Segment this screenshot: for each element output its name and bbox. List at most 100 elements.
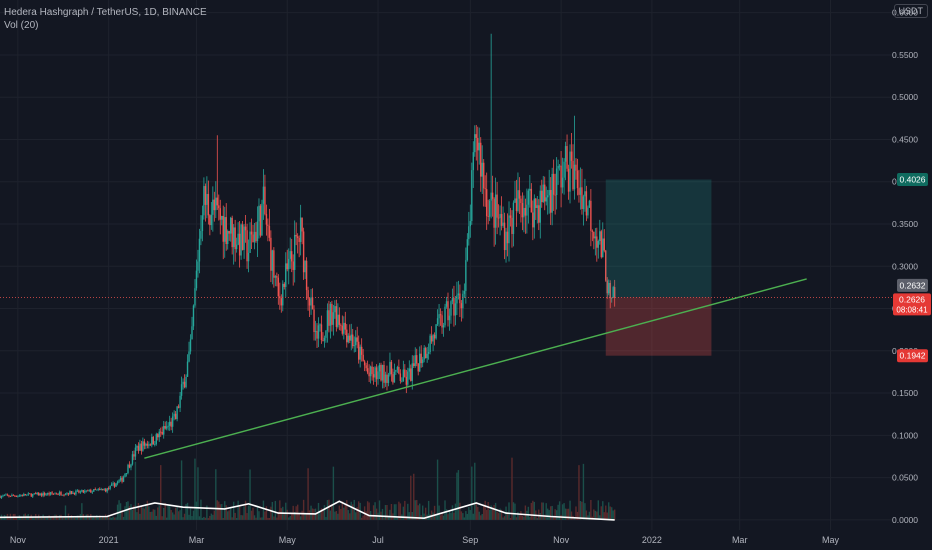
price-tick-label: 0.6000 [892,8,918,18]
volume-bar [584,503,586,520]
candle-body [276,276,278,278]
candle-body [523,207,525,218]
volume-bar [258,511,260,520]
candle-body [182,381,184,385]
volume-bar [515,517,518,520]
time-tick-label: Nov [10,535,27,545]
volume-bar [609,506,611,520]
volume-bar [390,503,393,520]
candle-body [432,334,434,342]
volume-bar [255,517,257,520]
volume-bar [227,511,229,520]
volume-bar [344,504,346,520]
price-axis-background [893,0,932,550]
candle-body [359,346,361,360]
volume-bar [61,517,64,520]
volume-bar [262,500,265,520]
volume-bar [579,500,582,520]
candle-body [612,287,614,298]
volume-bar [127,501,129,520]
candle-body [401,380,403,382]
volume-bar [179,510,181,520]
candle-body [299,217,302,242]
candle-body [234,227,236,250]
candle-body [527,190,530,205]
volume-bar [219,504,221,520]
candle-body [436,318,439,325]
candle-body [427,351,430,354]
time-axis-background [0,530,932,550]
volume-bar [268,517,271,520]
candle-body [197,261,199,271]
candle-body [578,188,580,195]
candle-body [459,293,461,304]
candle-body [535,198,537,208]
candle-body [112,483,114,485]
candle-body [231,217,233,248]
volume-bar [396,517,399,520]
candle-body [69,491,71,495]
volume-bar [530,502,533,520]
volume-bar [599,515,601,520]
volume-bar [20,516,22,520]
volume-bar [288,517,290,520]
candle-body [280,298,282,306]
candle-body [49,492,52,495]
candle-body [603,238,605,251]
candle-body [377,371,379,380]
candle-body [307,290,309,299]
candle-body [177,406,180,408]
volume-bar [325,517,327,520]
candle-body [483,162,485,189]
volume-bar [186,502,189,520]
candle-body [5,494,7,496]
volume-bar [407,503,409,520]
volume-bar [216,500,218,520]
volume-bar [575,506,577,520]
volume-bar [192,510,195,520]
volume-bar [308,510,311,520]
volume-bar [444,500,446,520]
volume-bar [524,505,527,520]
candle-body [152,436,154,445]
volume-bar [329,510,332,520]
volume-bar [173,514,175,520]
candle-body [146,443,149,446]
volume-bar [463,517,466,520]
volume-bar [402,506,405,520]
volume-bar [460,511,463,520]
candle-body [316,330,318,339]
volume-bar [335,511,338,520]
volume-bar [221,504,223,520]
candle-body [131,454,134,465]
volume-bar [286,509,288,520]
last-price-label-bg [893,293,931,316]
volume-bar [547,508,549,520]
volume-bar [570,511,573,520]
volume-bar [63,517,65,520]
volume-bar [389,509,391,520]
candle-body [323,337,326,341]
currency-badge[interactable]: USDT [893,4,928,18]
volume-bar [107,514,110,520]
candle-body [84,490,86,493]
candle-body [328,310,330,326]
candle-body [298,237,300,242]
volume-indicator-label[interactable]: Vol (20) [4,20,39,31]
candle-body [469,221,472,227]
candle-body [341,325,344,334]
candle-body [67,493,70,495]
volume-bar [148,506,150,520]
candle-body [558,165,561,167]
candle-body [326,310,329,331]
candle-body [271,250,274,271]
volume-bar [474,462,476,520]
volume-bar [404,500,406,520]
candle-body [564,146,567,162]
volume-bar [542,502,544,520]
candle-body [76,490,79,492]
volume-bar [210,513,213,520]
volume-bar [487,501,489,520]
volume-bar [155,515,157,520]
